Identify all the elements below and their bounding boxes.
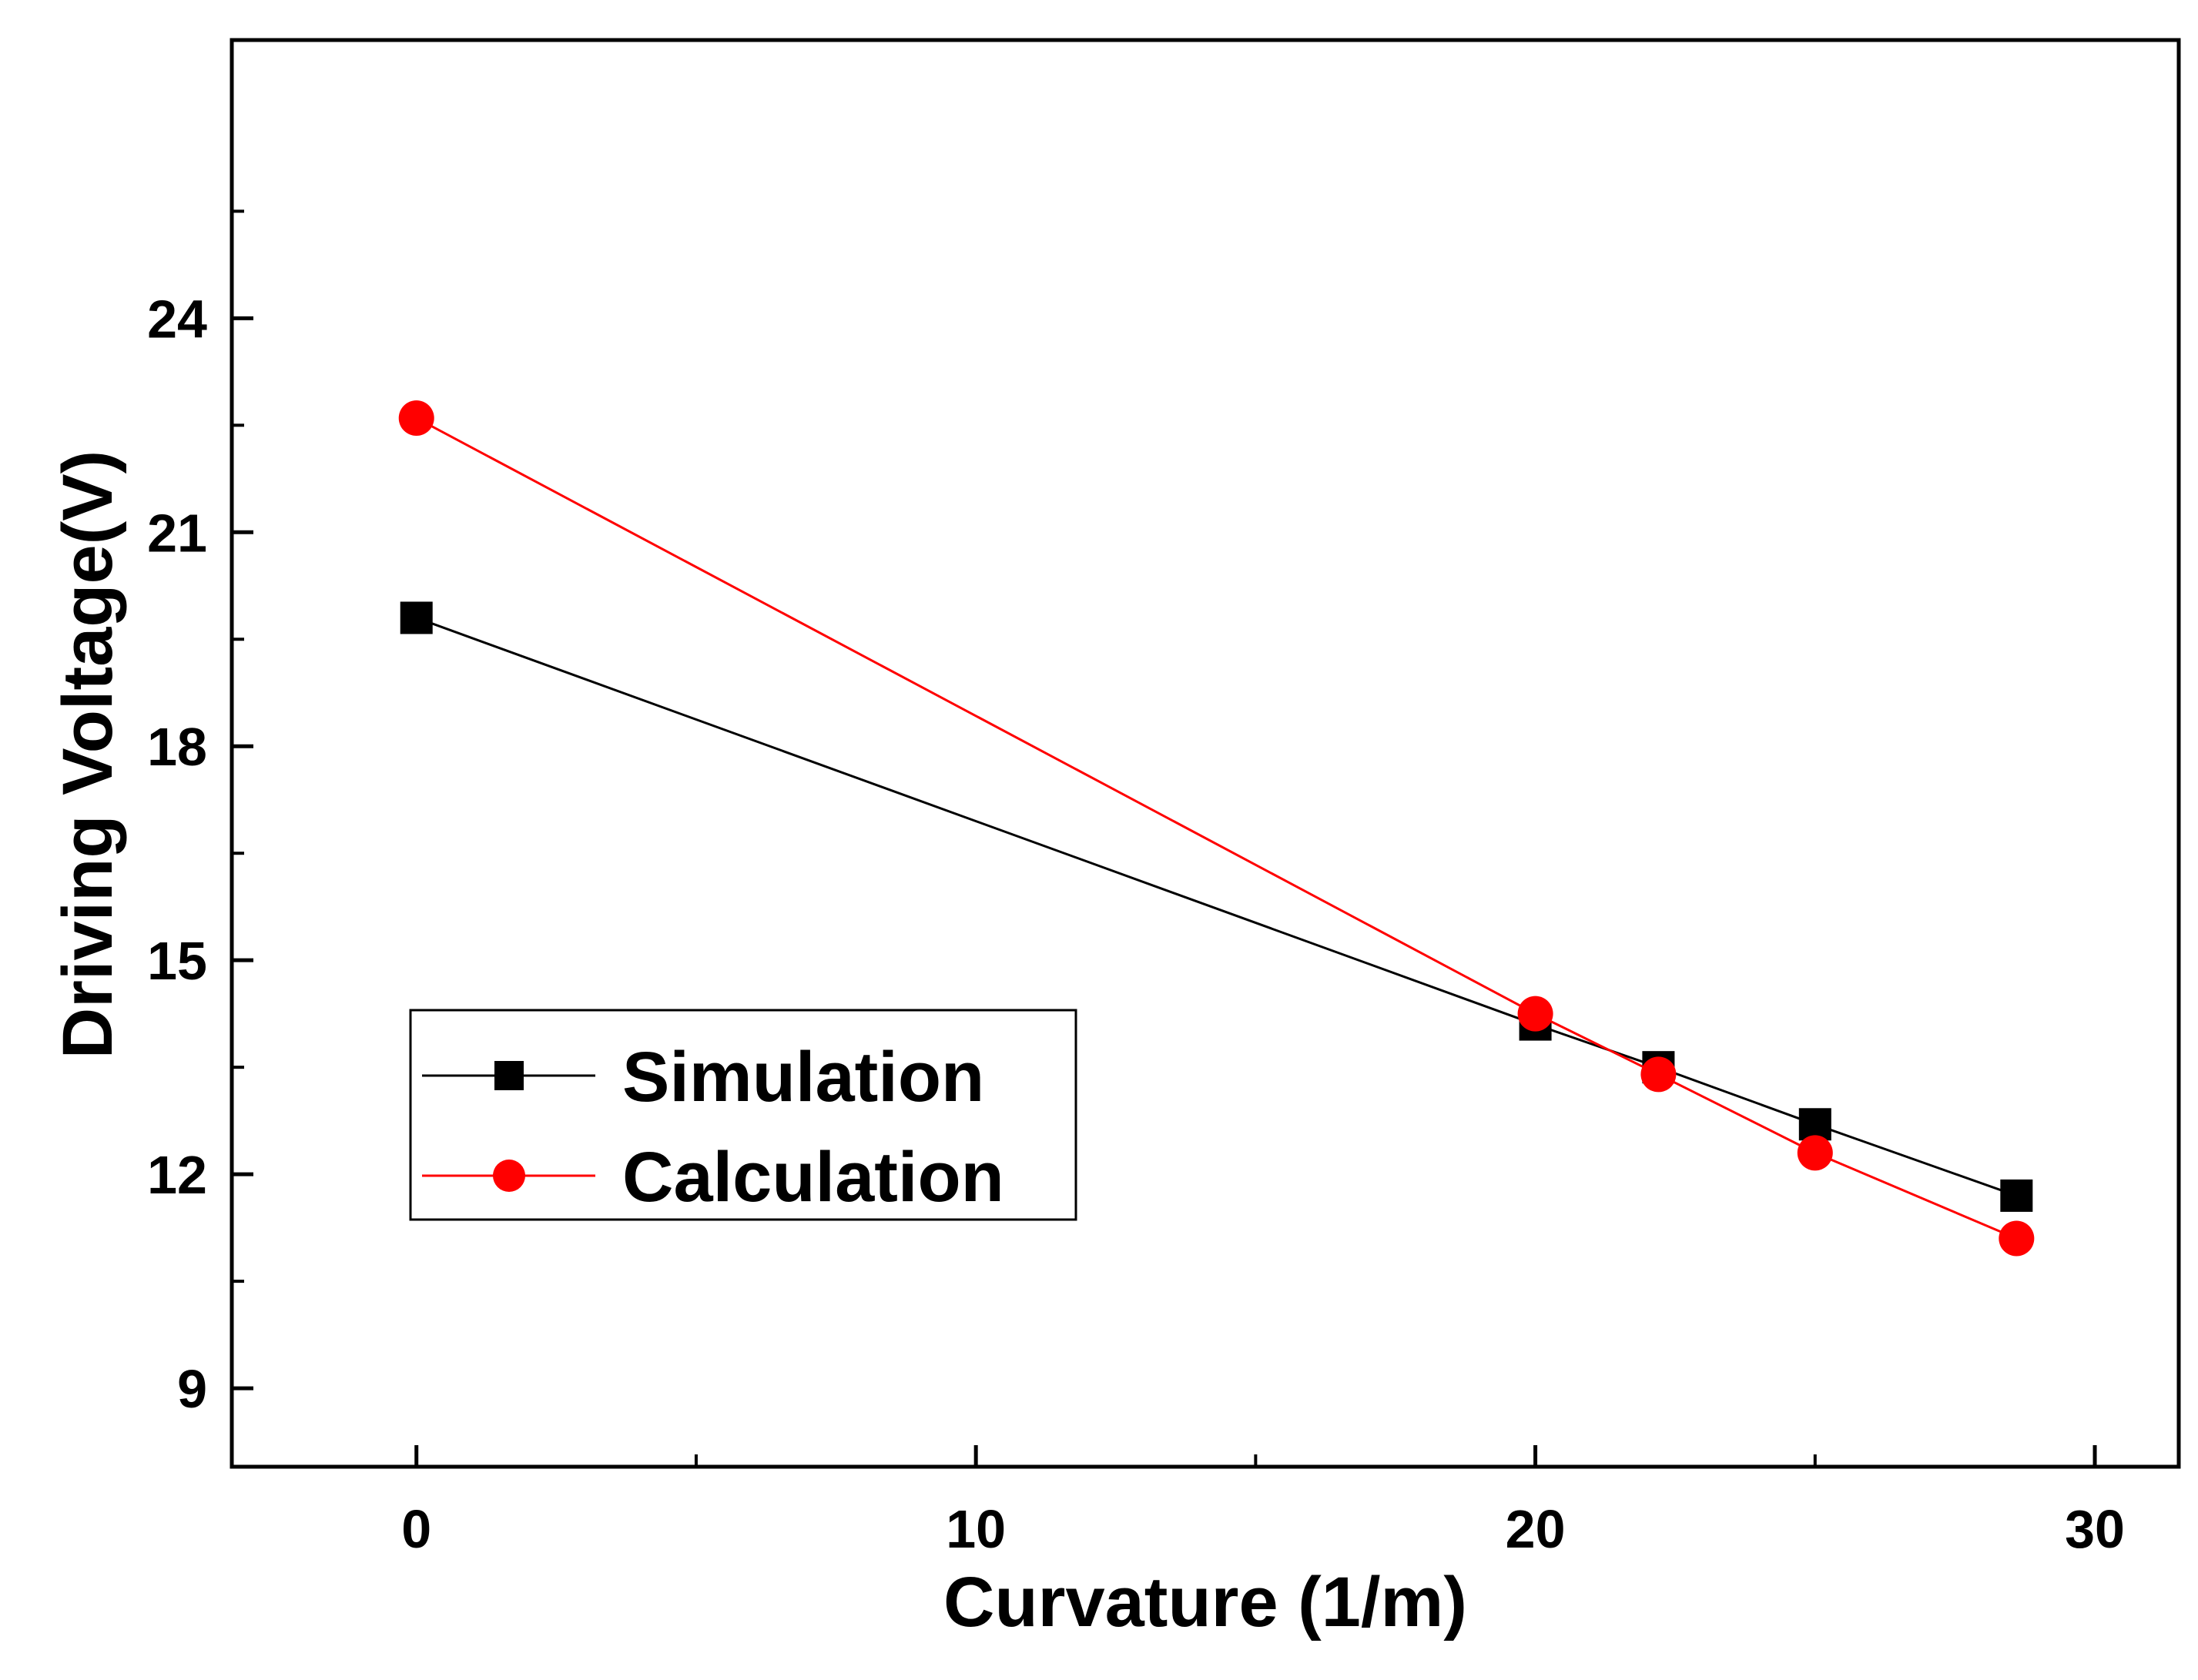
legend: Simulation Calculation [409, 1009, 1077, 1221]
data-point [1517, 996, 1553, 1032]
data-point [1999, 1220, 2035, 1257]
axis-tick-labels: 0 10 20 30 9 12 15 18 21 24 [147, 289, 2125, 1559]
y-tick-label: 21 [147, 503, 207, 563]
data-point [400, 601, 433, 634]
y-axis-title: Driving Voltage(V) [49, 450, 127, 1059]
data-point [2000, 1179, 2033, 1212]
plot-frame [230, 38, 2181, 1469]
legend-simulation-marker [494, 1061, 524, 1090]
x-tick-label: 20 [1506, 1499, 1566, 1559]
y-tick-label: 12 [147, 1145, 207, 1205]
y-tick-label: 18 [147, 717, 207, 777]
y-tick-label: 24 [147, 289, 207, 349]
axis-ticks [232, 209, 2097, 1467]
x-tick-label: 0 [401, 1499, 431, 1559]
legend-calculation-label: Calculation [622, 1138, 1004, 1216]
y-tick-label: 15 [147, 931, 207, 991]
legend-calculation-marker [493, 1160, 525, 1192]
x-tick-label: 10 [946, 1499, 1006, 1559]
series-calculation [398, 400, 2035, 1257]
data-point [398, 400, 434, 437]
y-tick-label: 9 [177, 1359, 207, 1419]
data-point [1640, 1056, 1677, 1093]
legend-simulation-label: Simulation [622, 1038, 984, 1116]
series-layer [398, 400, 2035, 1257]
x-axis-title: Curvature (1/m) [943, 1563, 1467, 1642]
x-tick-label: 30 [2065, 1499, 2125, 1559]
data-point [1797, 1135, 1833, 1171]
data-point [1798, 1108, 1831, 1141]
